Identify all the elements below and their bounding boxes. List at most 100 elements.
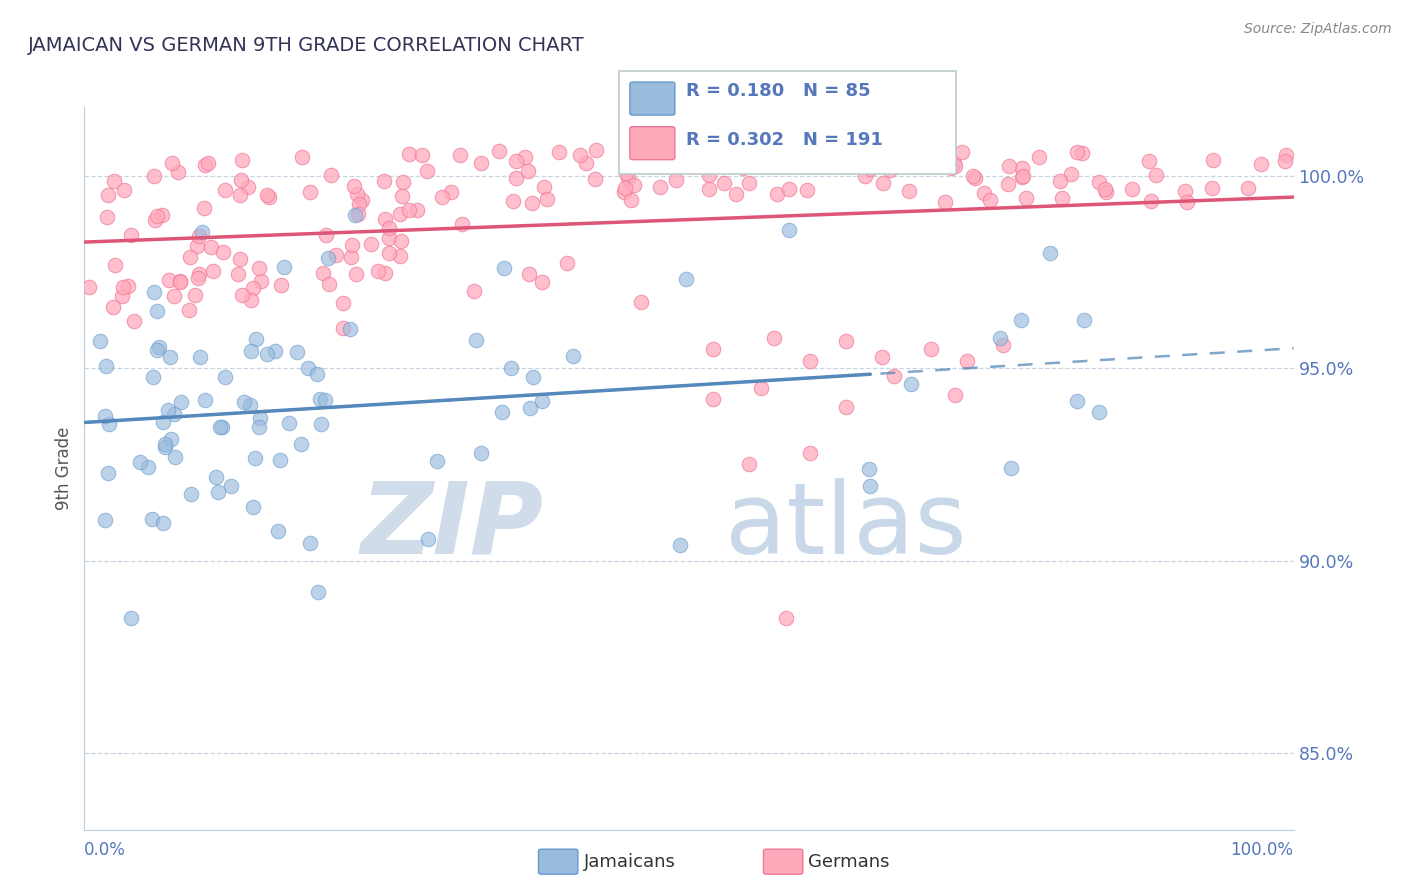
Point bbox=[347, 207, 370, 221]
Point bbox=[778, 223, 800, 237]
Point bbox=[240, 293, 263, 307]
Text: Germans: Germans bbox=[808, 853, 890, 871]
Point bbox=[120, 228, 142, 243]
Point bbox=[859, 479, 882, 493]
Point bbox=[239, 398, 262, 412]
Point bbox=[979, 194, 1001, 208]
Point bbox=[150, 208, 173, 222]
Point bbox=[426, 454, 449, 468]
Point bbox=[187, 267, 209, 281]
Point bbox=[451, 217, 474, 231]
Point bbox=[796, 183, 818, 197]
Point bbox=[266, 524, 288, 538]
Point bbox=[502, 194, 524, 208]
Point bbox=[378, 246, 401, 260]
Point bbox=[997, 178, 1019, 192]
Point bbox=[79, 280, 101, 294]
Point bbox=[160, 432, 183, 446]
Point bbox=[733, 155, 755, 169]
Text: R = 0.180   N = 85: R = 0.180 N = 85 bbox=[686, 82, 870, 100]
Point bbox=[630, 294, 652, 309]
Point bbox=[193, 201, 215, 215]
Point bbox=[332, 320, 354, 334]
Point bbox=[845, 148, 868, 162]
Point bbox=[1201, 181, 1223, 195]
Point bbox=[211, 244, 233, 259]
Point bbox=[1052, 191, 1074, 205]
Point bbox=[464, 334, 486, 348]
Point bbox=[614, 181, 637, 195]
Point bbox=[98, 417, 121, 432]
Point bbox=[263, 343, 285, 358]
Point bbox=[269, 453, 291, 467]
Point bbox=[236, 180, 259, 194]
Point bbox=[962, 169, 984, 183]
Point bbox=[519, 401, 541, 416]
Point bbox=[148, 340, 170, 354]
Point bbox=[143, 285, 166, 299]
Point bbox=[187, 229, 209, 244]
Point bbox=[214, 370, 236, 384]
Point bbox=[1087, 404, 1109, 418]
Point bbox=[391, 234, 413, 248]
Point bbox=[111, 279, 134, 293]
Point bbox=[153, 440, 176, 454]
Point bbox=[112, 183, 135, 197]
Point bbox=[111, 289, 134, 303]
Point bbox=[499, 360, 522, 375]
Point bbox=[894, 152, 917, 166]
Point bbox=[697, 182, 720, 196]
Point bbox=[973, 186, 995, 200]
Point bbox=[1094, 182, 1116, 196]
Point bbox=[522, 370, 544, 384]
Point bbox=[557, 256, 579, 270]
Point bbox=[530, 275, 553, 289]
Point bbox=[620, 193, 643, 207]
Point bbox=[247, 260, 270, 275]
Text: 100.0%: 100.0% bbox=[1230, 841, 1294, 859]
Point bbox=[159, 350, 181, 364]
Point bbox=[488, 144, 510, 158]
Point bbox=[187, 271, 209, 285]
Point bbox=[96, 359, 118, 373]
Point bbox=[1250, 157, 1272, 171]
Point bbox=[470, 446, 492, 460]
Point bbox=[117, 278, 139, 293]
Point bbox=[314, 393, 336, 408]
Point bbox=[194, 393, 217, 408]
Point bbox=[547, 145, 569, 159]
Point bbox=[738, 176, 761, 190]
Point bbox=[440, 185, 463, 199]
Point bbox=[963, 171, 986, 186]
Point bbox=[398, 146, 420, 161]
Text: Jamaicans: Jamaicans bbox=[583, 853, 675, 871]
Point bbox=[377, 230, 399, 244]
Point bbox=[343, 178, 366, 193]
Point bbox=[231, 288, 253, 302]
Point bbox=[1071, 145, 1094, 160]
Point bbox=[250, 274, 273, 288]
Point bbox=[152, 415, 174, 429]
Point bbox=[186, 239, 208, 253]
Point bbox=[200, 240, 222, 254]
Point bbox=[339, 322, 361, 336]
Point bbox=[242, 281, 264, 295]
Point bbox=[245, 332, 267, 346]
Point bbox=[157, 273, 180, 287]
Point bbox=[1038, 246, 1060, 260]
Point bbox=[166, 165, 188, 179]
Point bbox=[242, 500, 264, 514]
Point bbox=[163, 450, 186, 464]
Point bbox=[160, 156, 183, 170]
Point bbox=[702, 392, 724, 406]
Point bbox=[520, 195, 543, 210]
Point bbox=[163, 289, 186, 303]
Point bbox=[533, 180, 555, 194]
Point bbox=[367, 264, 389, 278]
Point bbox=[332, 296, 354, 310]
Point bbox=[939, 161, 962, 175]
Point bbox=[664, 172, 686, 186]
Point bbox=[207, 485, 229, 500]
Point bbox=[169, 274, 191, 288]
Point bbox=[94, 513, 117, 527]
